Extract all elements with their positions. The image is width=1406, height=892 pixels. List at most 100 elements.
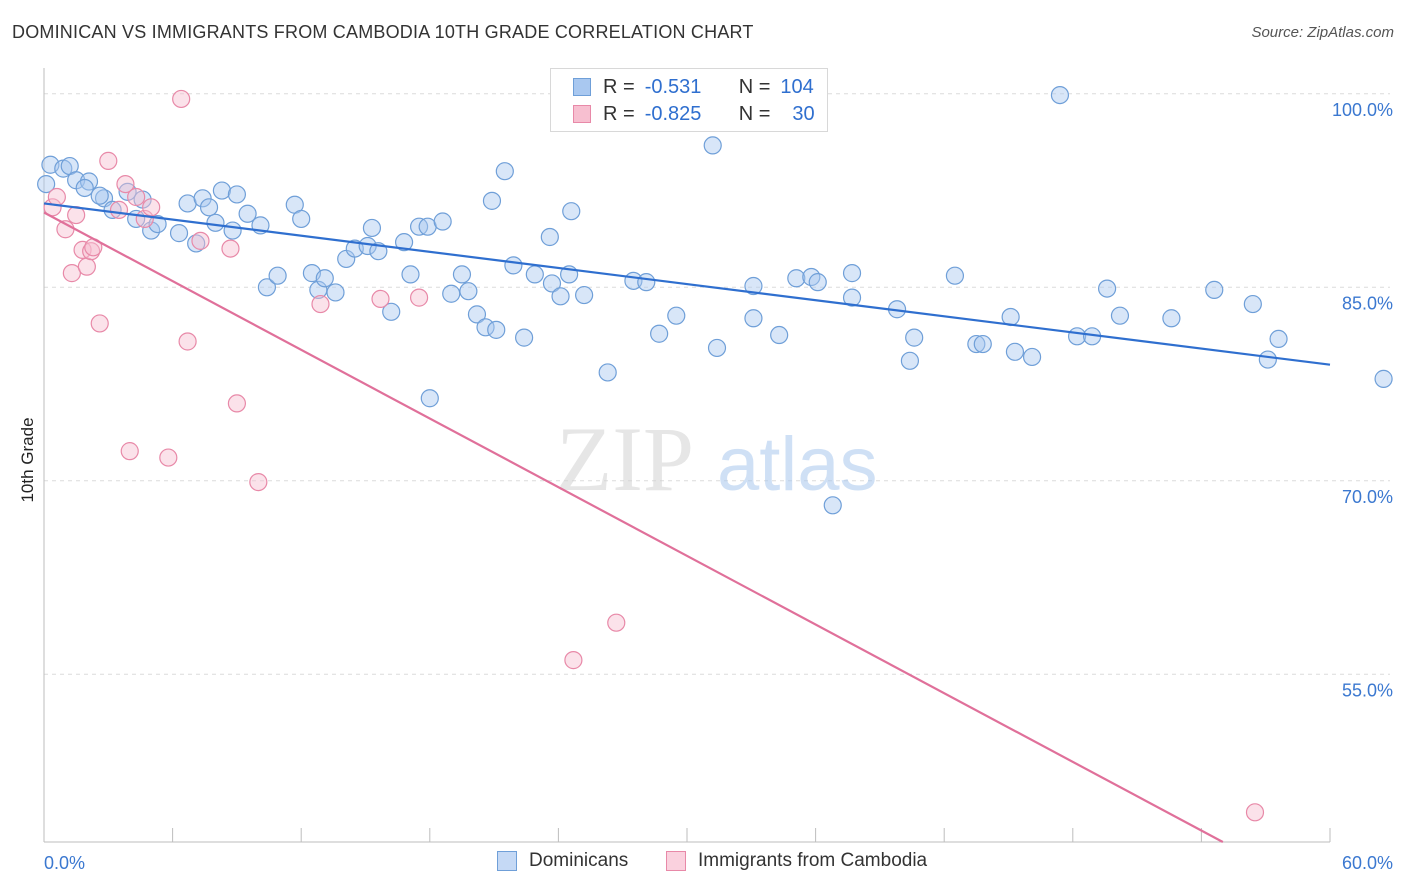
dominican-point <box>808 273 827 292</box>
cambodia-point <box>142 198 161 217</box>
dominican-point <box>1162 309 1181 328</box>
dominican-point <box>900 351 920 370</box>
dominican-point <box>504 256 523 275</box>
watermark-atlas: atlas <box>717 422 878 507</box>
legend-r-label: R = <box>603 102 635 125</box>
dominican-point <box>169 224 189 243</box>
dominican-point <box>206 213 225 232</box>
legend-row-cambodia: R = -0.825 N = 30 <box>573 102 815 126</box>
cambodia-point <box>109 200 129 219</box>
cambodia-point <box>191 231 210 250</box>
dominican-point <box>1022 347 1042 367</box>
legend-swatch-blue <box>573 78 591 96</box>
cambodia-point <box>172 89 191 109</box>
legend-n-label: N = <box>738 75 771 98</box>
dominican-point <box>467 305 487 324</box>
dominican-point <box>540 227 559 247</box>
dominican-point <box>1110 306 1130 325</box>
dominican-point <box>598 363 617 382</box>
dominican-point <box>1269 329 1288 348</box>
y-tick-label: 100.0% <box>1332 100 1393 120</box>
cambodia-point <box>116 175 135 194</box>
dominican-point <box>973 334 992 354</box>
dominican-point <box>257 278 277 297</box>
dominican-point <box>401 265 420 284</box>
chart-title: DOMINICAN VS IMMIGRANTS FROM CAMBODIA 10… <box>12 22 754 42</box>
cambodia-point <box>77 257 96 276</box>
dominican-point <box>667 306 686 325</box>
cambodia-point <box>120 442 139 461</box>
cambodia-point <box>227 394 246 413</box>
x-tick-label: 60.0% <box>1342 853 1393 873</box>
dominican-point <box>945 266 965 285</box>
dominican-point <box>75 178 94 198</box>
dominican-point <box>551 287 570 306</box>
dominican-point <box>212 181 231 200</box>
dominican-point <box>420 389 439 408</box>
legend-swatch-blue <box>497 851 517 871</box>
legend-item-dominicans: Dominicans <box>497 850 628 872</box>
cambodia-point <box>90 314 109 333</box>
tick-labels: 100.0% 85.0% 70.0% 55.0% 0.0% 60.0% <box>44 100 1393 873</box>
dominican-point <box>637 273 656 292</box>
y-axis-label: 10th Grade <box>18 417 37 503</box>
cambodia-point <box>371 289 390 309</box>
dominican-point <box>744 309 763 328</box>
cambodia-point <box>221 239 240 258</box>
cambodia-point <box>178 332 197 351</box>
trend-lines <box>43 202 1331 843</box>
dominican-point <box>382 302 401 321</box>
y-tick-label: 85.0% <box>1342 293 1393 313</box>
dominican-point <box>292 209 311 229</box>
y-tick-label: 70.0% <box>1342 487 1393 507</box>
dominican-point <box>1205 280 1224 299</box>
dominican-point <box>1258 350 1277 369</box>
y-tick-label: 55.0% <box>1342 680 1393 700</box>
dominican-point <box>707 338 727 358</box>
dominican-point <box>842 288 862 307</box>
dominican-point <box>515 328 534 347</box>
dominican-point <box>575 285 594 305</box>
dominican-point <box>394 233 414 252</box>
legend-n-label: N = <box>738 102 771 125</box>
dominican-point <box>476 318 495 337</box>
source-label: Source: ZipAtlas.com <box>1251 24 1394 41</box>
dominican-point <box>199 198 219 217</box>
dominican-point <box>142 221 161 240</box>
cambodia-point <box>62 264 81 283</box>
dominican-point <box>193 189 212 208</box>
dominican-point <box>362 218 382 238</box>
dominican-point <box>842 264 862 283</box>
legend-swatch-pink <box>573 105 591 123</box>
dominican-point <box>967 334 986 354</box>
legend-item-cambodia: Immigrants from Cambodia <box>666 850 927 872</box>
series-legend: Dominicans Immigrants from Cambodia <box>0 850 1406 878</box>
dominican-point <box>650 324 669 343</box>
dominican-point <box>703 136 722 155</box>
stats-legend: R = -0.531 N = 104 R = -0.825 N = 30 <box>550 68 828 132</box>
dominican-point <box>562 202 581 221</box>
dominican-point <box>442 284 461 303</box>
legend-n-value: 104 <box>780 75 814 98</box>
dominican-point <box>787 269 806 288</box>
cambodia-point <box>607 613 626 632</box>
cambodia-point <box>159 448 178 467</box>
series-dominicans <box>37 84 1393 515</box>
dominican-point <box>1005 342 1025 361</box>
dominican-point <box>227 185 246 204</box>
dominican-point <box>744 276 763 296</box>
dominican-point <box>223 221 242 240</box>
dominican-point <box>525 265 544 284</box>
legend-swatch-pink <box>666 851 686 871</box>
dominican-point <box>238 204 257 223</box>
legend-r-value: -0.825 <box>644 102 702 125</box>
cambodia-point <box>99 151 118 170</box>
dominican-point <box>482 191 502 210</box>
grid-lines <box>44 93 1390 675</box>
legend-r-label: R = <box>603 75 635 98</box>
cambodia-point <box>249 472 268 492</box>
dominican-point <box>37 175 56 194</box>
zipatlas-watermark: ZIP atlas <box>556 408 878 510</box>
cambodia-point <box>311 294 330 314</box>
